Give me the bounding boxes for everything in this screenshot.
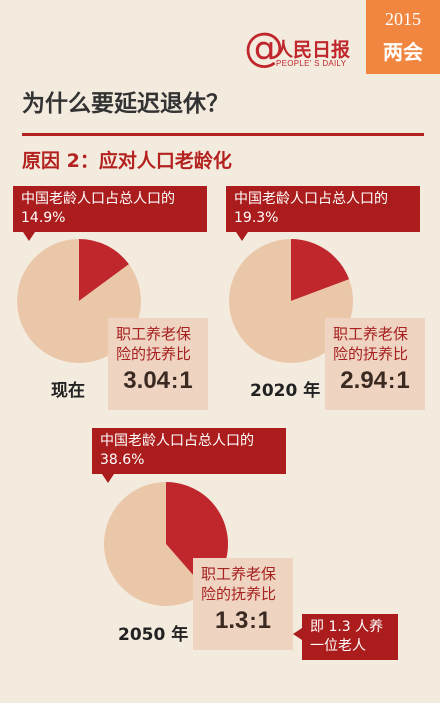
period-label-2020: 2020 年: [250, 381, 321, 401]
session-badge: 2015 两会: [366, 0, 440, 74]
ratio-num-now: 3.04: [123, 367, 171, 394]
logo-name: 人民日报: [274, 39, 351, 61]
callout-now: 中国老龄人口占总人口的 14.9%: [13, 186, 207, 241]
ratio-colon-now: :: [171, 368, 179, 393]
logo-english: PEOPLE' S DAILY: [276, 59, 347, 68]
callout-2050: 中国老龄人口占总人口的 38.6%: [92, 428, 286, 483]
ratio-box-2050: 职工养老保险的抚养比 1.3:1: [193, 558, 293, 650]
callout-2020-text: 中国老龄人口占总人口的 19.3%: [234, 191, 388, 226]
period-label-now: 现在: [51, 381, 85, 401]
note-2050-text: 即 1.3 人养一位老人: [310, 619, 384, 654]
page-title: 为什么要延迟退休？: [22, 91, 229, 117]
logo-at-icon: @: [244, 25, 284, 71]
callout-now-text: 中国老龄人口占总人口的 14.9%: [21, 191, 175, 226]
ratio-value-now: 3.04:1: [116, 367, 200, 395]
pie-chart-2020: [229, 239, 353, 363]
pie-slice-2020-rest: [229, 239, 353, 363]
ratio-base-2020: 1: [396, 367, 410, 394]
ratio-base-2050: 1: [257, 607, 272, 634]
ratio-colon-2050: :: [249, 608, 257, 633]
badge-session: 两会: [383, 40, 423, 64]
period-label-2050: 2050 年: [118, 625, 189, 645]
ratio-base-now: 1: [179, 367, 193, 394]
ratio-label-now: 职工养老保险的抚养比: [116, 325, 192, 363]
ratio-value-2020: 2.94:1: [333, 367, 417, 395]
pie-slice-2020-elderly: [291, 239, 350, 301]
note-callout-2050: 即 1.3 人养一位老人: [293, 614, 398, 660]
ratio-label-2020: 职工养老保险的抚养比: [333, 325, 409, 363]
ratio-box-now: 职工养老保险的抚养比 3.04:1: [108, 318, 208, 410]
section-subtitle: 原因 2：应对人口老龄化: [22, 150, 232, 172]
ratio-colon-2020: :: [388, 368, 396, 393]
ratio-num-2050: 1.3: [214, 607, 249, 634]
peoples-daily-logo: @ 人民日报 PEOPLE' S DAILY: [244, 25, 364, 73]
ratio-box-2020: 职工养老保险的抚养比 2.94:1: [325, 318, 425, 410]
ratio-value-2050: 1.3:1: [201, 607, 285, 635]
callout-2050-text: 中国老龄人口占总人口的 38.6%: [100, 433, 254, 468]
pie-slice-now-elderly: [79, 239, 129, 301]
ratio-label-2050: 职工养老保险的抚养比: [201, 565, 277, 603]
ratio-num-2020: 2.94: [340, 367, 388, 394]
callout-2020: 中国老龄人口占总人口的 19.3%: [226, 186, 420, 241]
title-divider: [22, 133, 424, 136]
pie-slice-2050-rest: [104, 482, 207, 606]
badge-year: 2015: [385, 9, 421, 29]
